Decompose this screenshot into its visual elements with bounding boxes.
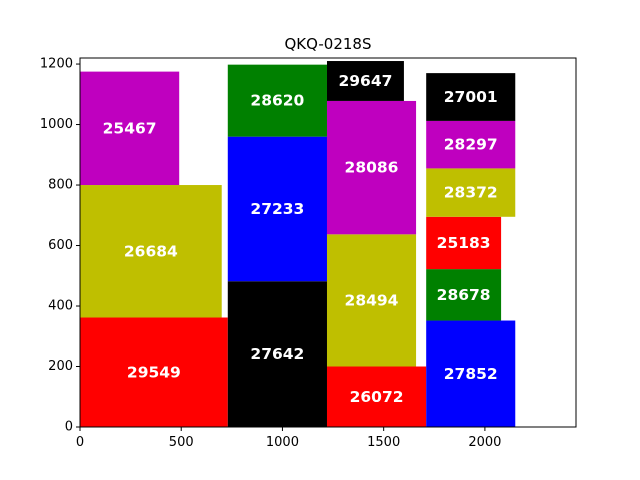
y-tick-label: 600	[48, 238, 73, 253]
block-label: 28620	[250, 92, 304, 110]
block-label: 27852	[444, 365, 498, 383]
block-label: 29647	[338, 72, 392, 90]
block-label: 27642	[250, 345, 304, 363]
x-tick-label: 1500	[367, 435, 400, 450]
block-label: 28372	[444, 184, 498, 202]
block-label: 25467	[103, 119, 157, 137]
block-label: 27001	[444, 88, 498, 106]
y-tick-label: 1200	[40, 57, 73, 72]
y-tick-label: 0	[65, 420, 73, 435]
chart-title: QKQ-0218S	[285, 35, 372, 53]
x-tick-label: 0	[76, 435, 84, 450]
block-label: 29549	[127, 363, 181, 381]
block-label: 28086	[345, 159, 399, 177]
x-tick-label: 2000	[468, 435, 501, 450]
y-tick-label: 800	[48, 178, 73, 193]
block-label: 28678	[437, 286, 491, 304]
block-label: 26684	[124, 242, 178, 260]
block-label: 25183	[437, 234, 491, 252]
x-tick-label: 1000	[266, 435, 299, 450]
block-label: 26072	[350, 388, 404, 406]
block-label: 28297	[444, 136, 498, 154]
y-tick-label: 1000	[40, 117, 73, 132]
y-tick-label: 400	[48, 299, 73, 314]
y-tick-label: 200	[48, 359, 73, 374]
block-label: 27233	[250, 200, 304, 218]
x-tick-label: 500	[169, 435, 194, 450]
block-label: 28494	[345, 291, 399, 309]
